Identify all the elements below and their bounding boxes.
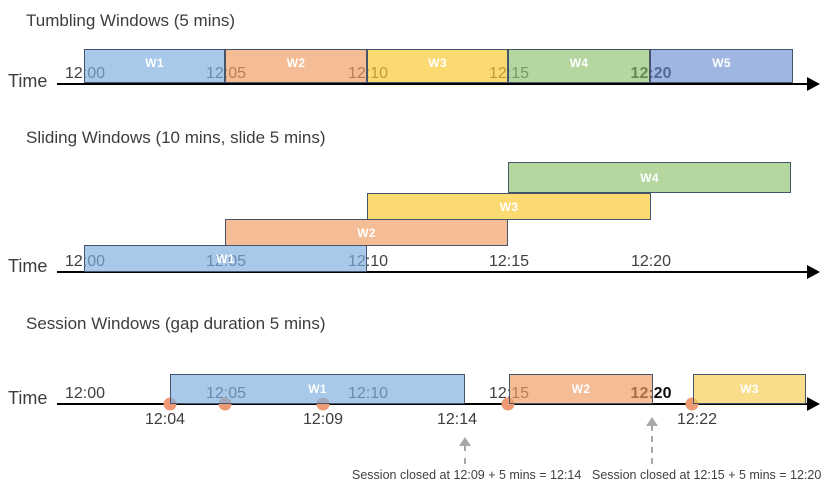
sliding-section-title: Sliding Windows (10 mins, slide 5 mins)	[26, 128, 326, 147]
sliding-tick-1220: 12:20	[630, 253, 672, 270]
window-label: W3	[740, 382, 759, 396]
session-window-w1: W1	[170, 374, 465, 404]
window-label: W2	[571, 382, 591, 396]
arrow-up-icon	[646, 417, 658, 426]
session-time-axis-label: Time	[8, 388, 48, 408]
session-closed-annotation-2: Session closed at 12:15 + 5 mins = 12:20	[592, 468, 822, 482]
window-label: W2	[286, 55, 306, 70]
axis-arrowhead-icon	[807, 77, 820, 91]
session-time-axis	[57, 397, 820, 411]
window-label: W1	[216, 251, 235, 266]
event-label-1222: 12:22	[676, 411, 718, 428]
window-label: W3	[428, 55, 447, 70]
session-section-title: Session Windows (gap duration 5 mins)	[26, 314, 326, 333]
window-label: W3	[499, 199, 519, 214]
event-label-1204: 12:04	[144, 411, 186, 428]
session-window-w2: W2	[509, 374, 653, 404]
tumbling-section-title: Tumbling Windows (5 mins)	[26, 11, 236, 30]
axis-arrowhead-icon	[807, 397, 820, 411]
arrow-stem	[464, 445, 466, 464]
window-label: W4	[640, 170, 659, 185]
axis-arrowhead-icon	[807, 265, 820, 279]
sliding-time-axis	[57, 265, 820, 279]
sliding-time-axis-label: Time	[8, 256, 48, 276]
tumbling-window-w2: W2	[225, 49, 367, 83]
event-label-1209: 12:09	[302, 411, 344, 428]
window-label: W1	[308, 382, 327, 396]
tumbling-window-w5: W5	[650, 49, 793, 83]
arrow-stem	[651, 425, 653, 464]
session-tick-1200: 12:00	[64, 385, 106, 402]
session-window-w3: W3	[693, 374, 806, 404]
sliding-window-w1: W1	[84, 245, 367, 272]
tumbling-window-w3: W3	[367, 49, 508, 83]
session-closed-annotation-1: Session closed at 12:09 + 5 mins = 12:14	[352, 468, 582, 482]
sliding-tick-1215: 12:15	[488, 253, 530, 270]
arrow-up-icon	[459, 437, 471, 446]
sliding-window-w3: W3	[367, 193, 651, 220]
sliding-window-w2: W2	[225, 219, 508, 246]
event-label-1214: 12:14	[436, 411, 478, 428]
tumbling-window-w1: W1	[84, 49, 225, 83]
tumbling-time-axis	[57, 77, 820, 91]
window-label: W5	[712, 55, 731, 70]
sliding-window-w4: W4	[508, 162, 791, 193]
window-label: W1	[145, 55, 164, 70]
tumbling-time-axis-label: Time	[8, 71, 48, 91]
window-label: W2	[357, 225, 376, 240]
window-label: W4	[569, 55, 589, 70]
tumbling-window-w4: W4	[508, 49, 650, 83]
